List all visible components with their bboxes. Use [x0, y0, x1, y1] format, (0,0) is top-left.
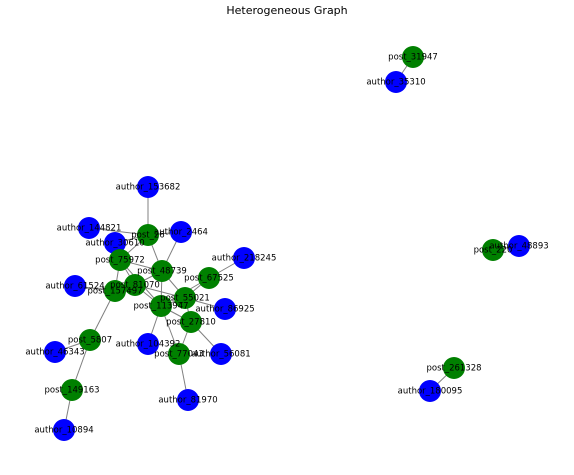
author-node-a10894	[53, 419, 75, 441]
author-node-a180095	[419, 380, 441, 402]
author-node-a2464	[170, 221, 192, 243]
node-label-p77043: post_77043	[154, 350, 204, 360]
author-node-a61524	[64, 275, 86, 297]
author-node-a104392	[137, 333, 159, 355]
post-node-p31947	[402, 46, 424, 68]
author-node-a56081	[210, 343, 232, 365]
node-label-a10894: author_10894	[34, 426, 93, 436]
node-label-p48739: post_48739	[137, 267, 187, 277]
node-label-p31947: post_31947	[388, 53, 438, 63]
post-node-p113947	[150, 295, 172, 317]
post-node-p77043	[168, 343, 190, 365]
node-label-p55021: post_55021	[160, 294, 210, 304]
node-label-a180095: author_180095	[398, 387, 463, 397]
node-label-p220: post_220	[474, 246, 513, 256]
node-label-a61524: author_61524	[45, 282, 104, 292]
post-node-p81070	[124, 274, 146, 296]
node-label-a218245: author_218245	[212, 254, 277, 264]
node-label-a46343: author_46343	[25, 348, 84, 358]
author-node-a218245	[233, 247, 255, 269]
node-label-p113947: post_113947	[133, 302, 188, 312]
post-node-p75972	[109, 249, 131, 271]
post-node-p261328	[443, 357, 465, 379]
node-label-p149163: post_149163	[44, 386, 99, 396]
author-node-a35310	[385, 71, 407, 93]
node-label-p261328: post_261328	[426, 364, 481, 374]
post-node-p220	[482, 239, 504, 261]
node-label-p26: post_26	[131, 231, 164, 241]
node-label-p27810: post_27810	[166, 318, 216, 328]
author-node-a48893	[508, 235, 530, 257]
author-node-a81970	[177, 389, 199, 411]
labels-layer: post_31947 author_35310 post_220author_488…	[25, 53, 548, 436]
post-node-p5807	[79, 329, 101, 351]
node-label-a30610: author_30610	[85, 239, 144, 249]
node-label-p5807: post_5807	[68, 336, 112, 346]
node-label-a144821: author_144821	[57, 224, 122, 234]
author-node-a153682	[137, 176, 159, 198]
node-label-a35310: author_35310	[366, 78, 425, 88]
node-label-a56081: author_56081	[191, 350, 250, 360]
node-label-a153682: author_153682	[116, 183, 181, 193]
author-node-a46343	[44, 341, 66, 363]
graph-title: Heterogeneous Graph	[226, 4, 347, 17]
post-node-p55021	[174, 287, 196, 309]
nodes-layer	[44, 46, 530, 441]
post-node-p48739	[151, 260, 173, 282]
post-node-p149163	[61, 379, 83, 401]
post-node-p27810	[180, 311, 202, 333]
node-label-p75972: post_75972	[95, 256, 145, 266]
node-label-a81970: author_81970	[158, 396, 217, 406]
post-node-p26	[137, 224, 159, 246]
author-node-a30610	[104, 232, 126, 254]
post-node-p67525	[198, 267, 220, 289]
node-label-a2464: author_2464	[154, 228, 208, 238]
node-label-a86925: author_86925	[195, 305, 254, 315]
node-label-p157497: post_157497	[87, 287, 142, 297]
node-label-p81070: post_81070	[110, 281, 160, 291]
node-label-a104392: author_104392	[116, 340, 181, 350]
author-node-a144821	[78, 217, 100, 239]
node-label-p67525: post_67525	[184, 274, 234, 284]
post-node-p157497	[104, 280, 126, 302]
node-label-a48893: author_48893	[489, 242, 548, 252]
author-node-a86925	[214, 298, 236, 320]
